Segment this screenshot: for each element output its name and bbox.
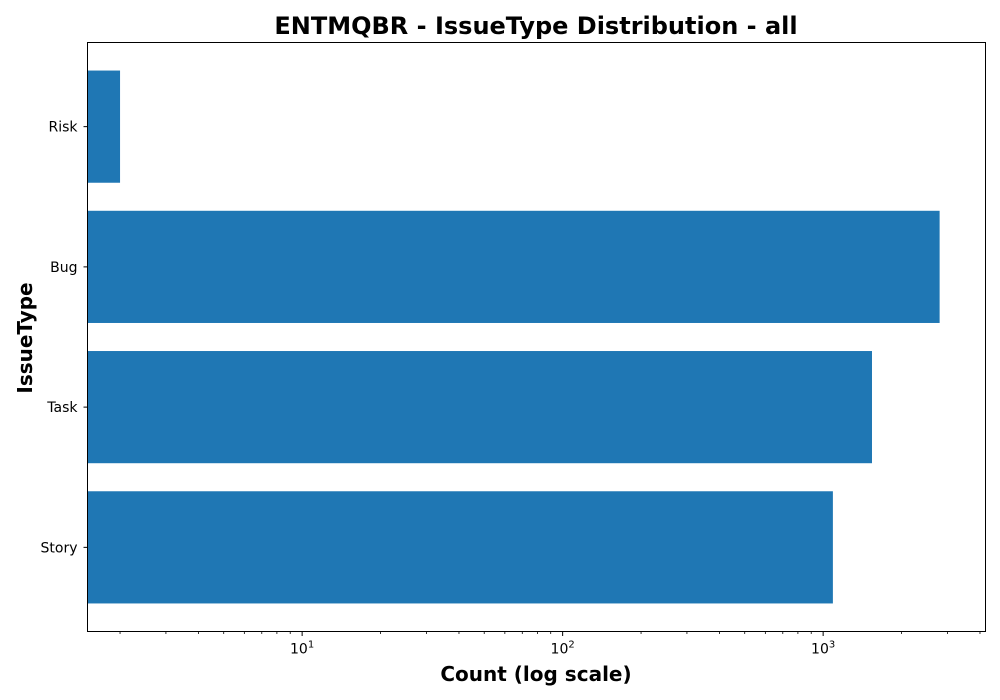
- x-tick-label: 103: [811, 640, 835, 658]
- bars-group: [87, 70, 940, 604]
- y-ticks-group: Risk Bug Task Story: [41, 120, 88, 556]
- x-axis-label: Count (log scale): [440, 662, 631, 686]
- bar-bug: [87, 210, 940, 323]
- bar-story: [87, 491, 833, 604]
- y-tick-label: Task: [46, 400, 78, 416]
- x-tick-label: 102: [551, 640, 575, 658]
- plot-frame: [87, 42, 986, 632]
- x-tick-label: 101: [290, 640, 314, 658]
- y-axis-label: IssueType: [13, 282, 37, 393]
- y-tick-label: Story: [41, 540, 78, 556]
- bar-risk: [87, 70, 121, 183]
- chart-title: ENTMQBR - IssueType Distribution - all: [274, 12, 797, 40]
- y-tick-label: Risk: [48, 120, 78, 136]
- y-tick-label: Bug: [50, 260, 77, 276]
- x-ticks-group: 101 102 103: [119, 631, 981, 658]
- bar-task: [87, 351, 872, 464]
